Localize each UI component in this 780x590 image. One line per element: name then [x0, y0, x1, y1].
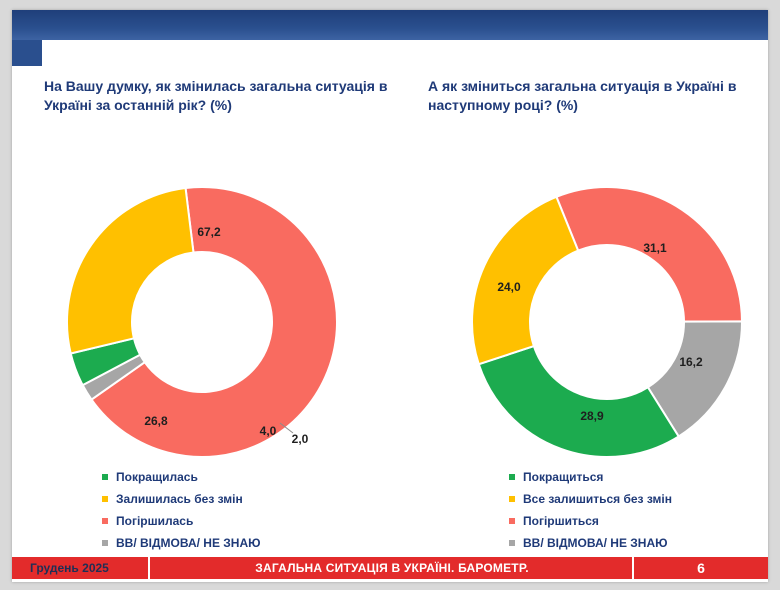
- last-year-legend-swatch-1: [102, 474, 108, 480]
- legend-next-year: Покращиться Все залишиться без змін Погірш…: [509, 466, 672, 554]
- last-year-slice-2: [66, 186, 195, 355]
- next-year-legend-label-3: Погіршиться: [523, 514, 599, 528]
- legend-last-year: Покращилась Залишилась без змін Погіршилас…: [102, 466, 261, 554]
- next-year-slice-1: [477, 344, 681, 458]
- last-year-legend-swatch-3: [102, 518, 108, 524]
- last-year-legend-item-1: Покращилась: [102, 466, 261, 488]
- next-year-value-label-3: 31,1: [643, 241, 667, 255]
- last-year-legend-item-4: ВВ/ ВІДМОВА/ НЕ ЗНАЮ: [102, 532, 261, 554]
- chart-left-title: На Вашу думку, як змінилась загальна сит…: [44, 78, 388, 113]
- next-year-legend-swatch-2: [509, 496, 515, 502]
- next-year-slice-3: [555, 186, 744, 323]
- chart-right-title: А як зміниться загальна ситуація в Украї…: [428, 78, 737, 113]
- last-year-slice-3: [90, 186, 338, 458]
- next-year-slice-2: [471, 195, 580, 366]
- donut-chart-last-year: 4,0 26,8 67,2 2,0: [66, 186, 338, 458]
- next-year-legend-label-1: Покращиться: [523, 470, 604, 484]
- next-year-legend-item-1: Покращиться: [509, 466, 672, 488]
- last-year-value-label-1: 4,0: [260, 424, 277, 438]
- last-year-value-label-4: 2,0: [292, 432, 309, 446]
- last-year-legend-label-1: Покращилась: [116, 470, 198, 484]
- last-year-legend-swatch-2: [102, 496, 108, 502]
- last-year-legend-label-2: Залишилась без змін: [116, 492, 243, 506]
- header-band: [12, 10, 768, 40]
- last-year-legend-swatch-4: [102, 540, 108, 546]
- next-year-legend-item-2: Все залишиться без змін: [509, 488, 672, 510]
- next-year-legend-swatch-1: [509, 474, 515, 480]
- next-year-value-label-4: 16,2: [679, 355, 703, 369]
- slide: На Вашу думку, як змінилась загальна сит…: [12, 10, 768, 582]
- footer-bar: Грудень 2025 ЗАГАЛЬНА СИТУАЦІЯ В УКРАЇНІ…: [12, 557, 768, 579]
- last-year-legend-item-3: Погіршилась: [102, 510, 261, 532]
- page-number: 6: [632, 557, 768, 579]
- next-year-legend-label-2: Все залишиться без змін: [523, 492, 672, 506]
- next-year-legend-swatch-4: [509, 540, 515, 546]
- next-year-legend-label-4: ВВ/ ВІДМОВА/ НЕ ЗНАЮ: [523, 536, 668, 550]
- footer-title: ЗАГАЛЬНА СИТУАЦІЯ В УКРАЇНІ. БАРОМЕТР.: [255, 561, 529, 575]
- last-year-value-label-3: 67,2: [197, 225, 221, 239]
- last-year-legend-item-2: Залишилась без змін: [102, 488, 261, 510]
- footer-date: Грудень 2025: [12, 557, 150, 579]
- last-year-leader-line: [279, 422, 294, 434]
- last-year-value-label-2: 26,8: [144, 414, 168, 428]
- next-year-value-label-1: 28,9: [580, 409, 604, 423]
- next-year-legend-swatch-3: [509, 518, 515, 524]
- next-year-value-label-2: 24,0: [497, 280, 521, 294]
- last-year-legend-label-3: Погіршилась: [116, 514, 194, 528]
- next-year-legend-item-4: ВВ/ ВІДМОВА/ НЕ ЗНАЮ: [509, 532, 672, 554]
- last-year-legend-label-4: ВВ/ ВІДМОВА/ НЕ ЗНАЮ: [116, 536, 261, 550]
- header-band-tab: [12, 40, 42, 66]
- next-year-legend-item-3: Погіршиться: [509, 510, 672, 532]
- donut-chart-next-year: 28,9 24,0 31,1 16,2: [471, 186, 744, 458]
